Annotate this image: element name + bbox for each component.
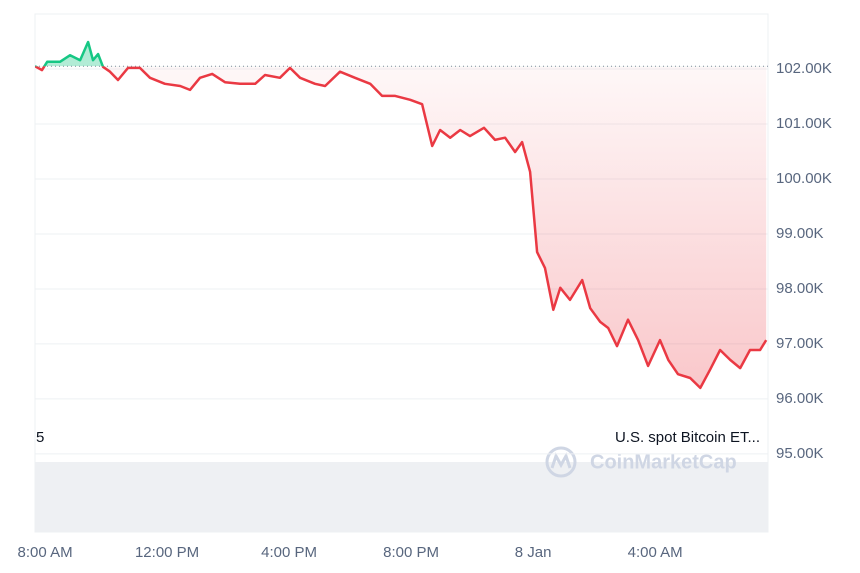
y-tick-label: 102.00K [776, 60, 832, 77]
x-tick-label: 8 Jan [515, 544, 552, 561]
watermark: CoinMarketCap [590, 451, 737, 473]
x-tick-label: 4:00 AM [628, 544, 683, 561]
x-tick-label: 4:00 PM [261, 544, 317, 561]
y-tick-label: 98.00K [776, 280, 824, 297]
y-tick-label: 96.00K [776, 390, 824, 407]
area-fill [35, 66, 767, 388]
watermark-logo [545, 446, 577, 478]
price-line [35, 66, 768, 390]
y-tick-label: 97.00K [776, 335, 824, 352]
y-tick-label: 95.00K [776, 445, 824, 462]
x-tick-label: 8:00 AM [18, 544, 73, 561]
volume-area [35, 462, 768, 532]
y-tick-label: 99.00K [776, 225, 824, 242]
annotation: 5 [36, 429, 44, 446]
y-tick-label: 101.00K [776, 115, 832, 132]
x-tick-label: 8:00 PM [383, 544, 439, 561]
y-tick-label: 100.00K [776, 170, 832, 187]
x-tick-label: 12:00 PM [135, 544, 199, 561]
annotation: U.S. spot Bitcoin ET... [615, 429, 760, 446]
